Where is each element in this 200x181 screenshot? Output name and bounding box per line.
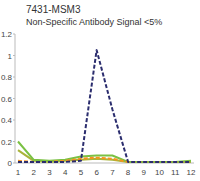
- chart: 7431-MSM3 Non-Specific Antibody Signal <5…: [0, 0, 200, 181]
- y-tick-label: 1.2: [1, 30, 13, 39]
- y-tick: [13, 163, 15, 164]
- y-tick-label: 0.4: [1, 116, 13, 125]
- y-tick: [13, 141, 15, 142]
- y-tick: [13, 55, 15, 56]
- x-tick-label: 10: [155, 168, 164, 177]
- y-tick: [13, 34, 15, 35]
- y-tick-label: 0: [8, 159, 13, 168]
- y-tick: [13, 98, 15, 99]
- x-tick-label: 2: [32, 168, 37, 177]
- y-tick-label: 0.8: [1, 73, 13, 82]
- x-tick-label: 7: [110, 168, 115, 177]
- y-tick-label: 0.6: [1, 95, 13, 104]
- x-tick-label: 6: [94, 168, 99, 177]
- subtitle: Non-Specific Antibody Signal <5%: [26, 17, 162, 27]
- x-tick-label: 3: [47, 168, 52, 177]
- y-tick: [13, 77, 15, 78]
- x-tick-label: 9: [142, 168, 147, 177]
- x-tick-label: 11: [171, 168, 180, 177]
- x-tick-label: 4: [63, 168, 68, 177]
- y-tick-label: 0.2: [1, 138, 13, 147]
- y-tick: [13, 120, 15, 121]
- title: 7431-MSM3: [26, 4, 81, 15]
- x-tick-label: 8: [126, 168, 131, 177]
- x-tick-label: 12: [187, 168, 196, 177]
- series-line: [18, 50, 191, 162]
- plot-area: [18, 50, 191, 162]
- x-tick-label: 1: [16, 168, 21, 177]
- y-tick-label: 1: [8, 52, 13, 61]
- series-line: [18, 142, 191, 162]
- x-tick-label: 5: [79, 168, 84, 177]
